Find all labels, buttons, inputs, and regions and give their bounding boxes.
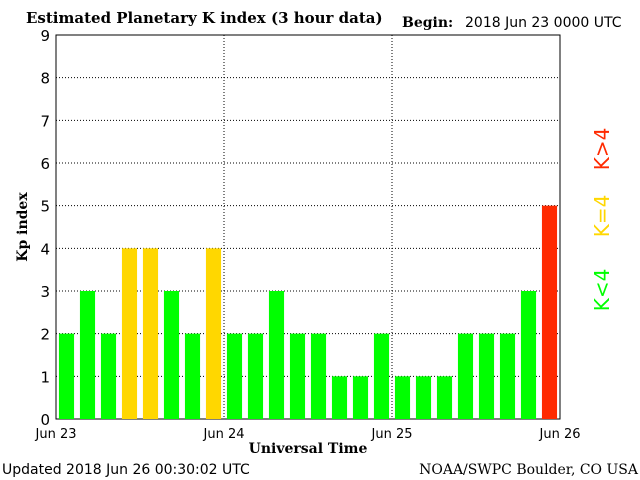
- legend-high: K>4: [590, 128, 614, 171]
- kp-bar: [289, 333, 306, 419]
- kp-bar: [478, 333, 495, 419]
- kp-bar: [499, 333, 516, 419]
- y-tick-label: 0: [40, 411, 50, 429]
- y-tick-label: 7: [40, 112, 50, 130]
- kp-bar: [352, 376, 369, 419]
- kp-bar: [184, 333, 201, 419]
- kp-bar: [226, 333, 243, 419]
- kp-bar: [457, 333, 474, 419]
- x-tick-labels: Jun 23 Jun 24 Jun 25 Jun 26: [35, 427, 581, 442]
- kp-bar: [121, 248, 138, 419]
- x-tick-label: Jun 25: [371, 427, 413, 442]
- chart-title: Estimated Planetary K index (3 hour data…: [26, 9, 383, 27]
- kp-bar: [247, 333, 264, 419]
- begin-value: 2018 Jun 23 0000 UTC: [465, 15, 622, 31]
- y-axis-label: Kp index: [15, 192, 31, 262]
- plot-frame: [55, 34, 561, 420]
- y-tick-label: 5: [40, 198, 50, 216]
- kp-bar: [310, 333, 327, 419]
- updated-text: Updated 2018 Jun 26 00:30:02 UTC: [2, 462, 250, 478]
- kp-bar: [520, 291, 537, 419]
- y-tick-label: 2: [40, 326, 50, 344]
- x-tick-label: Jun 23: [35, 427, 77, 442]
- gridlines: [56, 35, 560, 419]
- y-tick-labels: 0 1 2 3 4 5 6 7 8 9: [40, 27, 50, 429]
- kp-bar: [100, 333, 117, 419]
- legend-low: K<4: [590, 269, 614, 312]
- kp-bar: [58, 333, 75, 419]
- kp-bar: [205, 248, 222, 419]
- bars: [58, 205, 558, 419]
- begin-label: Begin:: [402, 15, 453, 31]
- kp-bar: [436, 376, 453, 419]
- kp-bar: [163, 291, 180, 419]
- y-tick-label: 9: [40, 27, 50, 45]
- kp-bar: [541, 205, 558, 419]
- x-tick-label: Jun 24: [203, 427, 245, 442]
- y-tick-label: 1: [40, 368, 50, 386]
- source-text: NOAA/SWPC Boulder, CO USA: [419, 462, 639, 478]
- kp-bar: [394, 376, 411, 419]
- y-tick-label: 8: [40, 70, 50, 88]
- kp-bar: [331, 376, 348, 419]
- legend-mid: K=4: [590, 195, 614, 238]
- kp-bar: [268, 291, 285, 419]
- kp-bar: [79, 291, 96, 419]
- kp-bar: [142, 248, 159, 419]
- x-tick-label: Jun 26: [539, 427, 581, 442]
- x-axis-label: Universal Time: [249, 441, 368, 457]
- kp-bar: [373, 333, 390, 419]
- y-tick-label: 6: [40, 155, 50, 173]
- y-tick-label: 4: [40, 240, 50, 258]
- y-tick-label: 3: [40, 283, 50, 301]
- kp-bar: [415, 376, 432, 419]
